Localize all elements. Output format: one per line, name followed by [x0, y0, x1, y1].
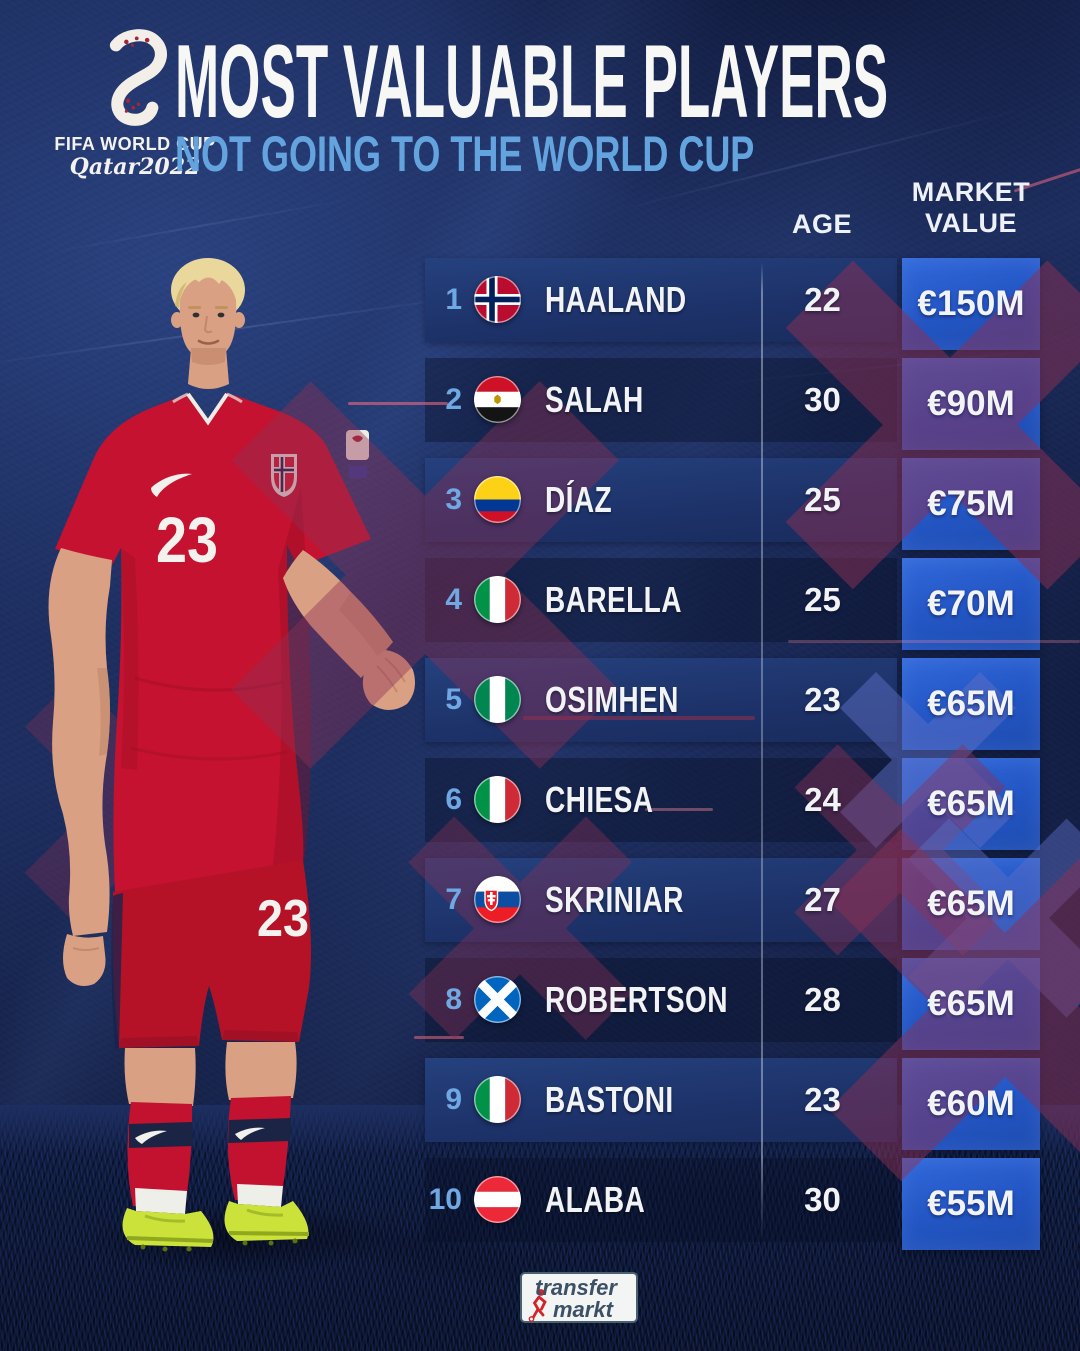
- norway-crest: [271, 454, 297, 497]
- market-value: €55M: [927, 1184, 1015, 1223]
- rank-number: 7: [445, 883, 462, 916]
- player-name: BARELLA: [545, 579, 682, 620]
- transfermarkt-logo: transfer markt: [520, 1272, 638, 1323]
- rank-number: 3: [445, 483, 462, 516]
- table-row: 2 SALAH 30 €90M: [425, 358, 1040, 442]
- market-value-cell: [902, 858, 1040, 950]
- table-row: 1 HAALAND 22 €150M: [425, 258, 1040, 342]
- table-row: 3 DÍAZ 25 €75M: [425, 458, 1040, 542]
- player-age: 27: [804, 881, 841, 918]
- player-name: OSIMHEN: [545, 679, 679, 720]
- player-name: ROBERTSON: [545, 979, 728, 1020]
- accent-streak: [523, 716, 755, 720]
- rank-number: 4: [445, 583, 462, 616]
- table-row: 8 ROBERTSON 28 €65M: [425, 958, 1040, 1042]
- player-age: 23: [804, 681, 841, 718]
- rank-number: 2: [445, 383, 462, 416]
- market-value: €90M: [927, 384, 1015, 423]
- page-subtitle: NOT GOING TO THE WORLD CUP: [175, 126, 755, 182]
- table-row: 7 SKRINIAR 27 €65M: [425, 858, 1040, 942]
- market-value-cell: [902, 1058, 1040, 1150]
- table-row: 4 BARELLA 25 €70M: [425, 558, 1040, 642]
- world-cup-emblem-icon: [109, 29, 167, 126]
- rank-number: 5: [445, 683, 462, 716]
- slovakia-flag-icon: [474, 876, 521, 923]
- player-photo: 23 23: [48, 258, 415, 1252]
- player-name: HAALAND: [545, 279, 687, 320]
- market-value: €75M: [927, 484, 1015, 523]
- sleeve-badge: [346, 430, 369, 460]
- market-value: €65M: [927, 984, 1015, 1023]
- player-age: 25: [804, 581, 841, 618]
- player-name: SKRINIAR: [545, 879, 684, 920]
- table-row: 9 BASTONI 23 €60M: [425, 1058, 1040, 1142]
- page-title: MOST VALUABLE PLAYERS: [175, 24, 889, 140]
- column-header-market-value: MARKET VALUE: [911, 177, 1031, 238]
- market-value-cell: [902, 958, 1040, 1050]
- accent-streak: [348, 402, 448, 405]
- italy-flag-icon: [474, 576, 521, 623]
- table-row: 10 ALABA 30 €55M: [425, 1158, 1040, 1242]
- player-name: ALABA: [545, 1179, 646, 1220]
- rank-number: 6: [445, 783, 462, 816]
- accent-streak: [645, 808, 713, 811]
- italy-flag-icon: [474, 1076, 521, 1123]
- market-value: €65M: [927, 884, 1015, 923]
- player-age: 28: [804, 981, 841, 1018]
- accent-streak: [414, 1036, 464, 1039]
- player-age: 30: [804, 381, 841, 418]
- table-row: 5 OSIMHEN 23 €65M: [425, 658, 1040, 742]
- player-age: 23: [804, 1081, 841, 1118]
- tm-wordmark-line1: transfer: [535, 1275, 617, 1300]
- player-age: 22: [804, 281, 841, 318]
- rank-number: 1: [445, 283, 462, 316]
- player-name: CHIESA: [545, 779, 654, 820]
- event-badge: FIFA WORLD CUP Qatar2022: [40, 28, 230, 180]
- egypt-flag-icon: [474, 376, 521, 423]
- player-name: DÍAZ: [545, 479, 613, 520]
- italy-flag-icon: [474, 776, 521, 823]
- shirt-number: 23: [156, 504, 218, 576]
- event-edition: Qatar2022: [69, 154, 201, 180]
- column-divider: [761, 262, 763, 1238]
- accent-streak: [788, 640, 1080, 643]
- tm-player-icon: [528, 1289, 547, 1322]
- tm-wordmark-line2: markt: [553, 1297, 613, 1322]
- swoosh-icon: [151, 473, 192, 497]
- event-name: FIFA WORLD CUP: [54, 134, 216, 154]
- market-value: €150M: [917, 284, 1025, 323]
- norway-flag-icon: [474, 276, 521, 323]
- rank-number: 10: [428, 1183, 462, 1216]
- austria-flag-icon: [474, 1176, 521, 1223]
- market-value: €65M: [927, 684, 1015, 723]
- rank-number: 8: [445, 983, 462, 1016]
- rank-number: 9: [445, 1083, 462, 1116]
- player-age: 24: [804, 781, 841, 818]
- player-age: 25: [804, 481, 841, 518]
- nigeria-flag-icon: [474, 676, 521, 723]
- market-value: €70M: [927, 584, 1015, 623]
- player-name: BASTONI: [545, 1079, 674, 1120]
- market-value-cell: [902, 1158, 1040, 1250]
- player-age: 30: [804, 1181, 841, 1218]
- market-value: €60M: [927, 1084, 1015, 1123]
- player-name: SALAH: [545, 379, 644, 420]
- shorts-number: 23: [257, 890, 309, 948]
- scotland-flag-icon: [474, 976, 521, 1023]
- column-header-age: AGE: [791, 209, 852, 239]
- market-value: €65M: [927, 784, 1015, 823]
- colombia-flag-icon: [474, 476, 521, 523]
- table-row: 6 CHIESA 24 €65M: [425, 758, 1040, 842]
